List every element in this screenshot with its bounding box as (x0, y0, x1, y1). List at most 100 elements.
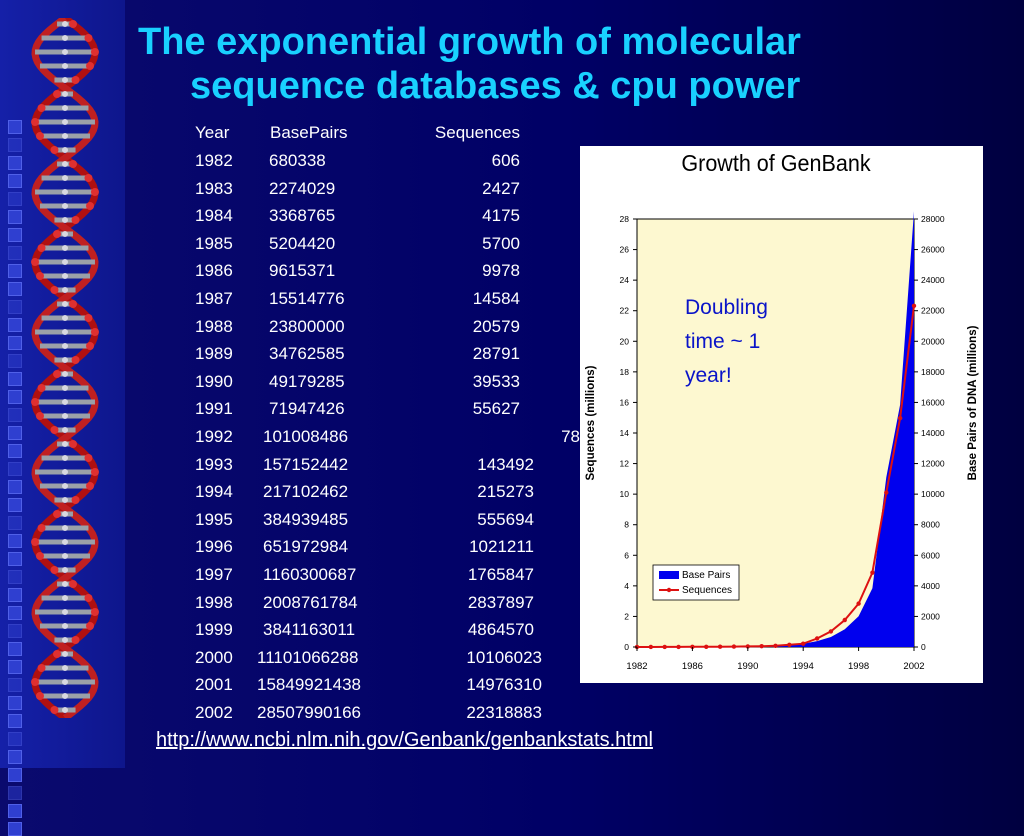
title-line-2: sequence databases & cpu power (190, 65, 801, 107)
dna-atom (86, 622, 95, 630)
decorative-square (8, 426, 22, 440)
dna-atom (90, 468, 99, 476)
sequences-point (773, 643, 778, 648)
cell-basepairs: 1160300687 (263, 565, 357, 584)
cell-basepairs: 3368765 (269, 206, 336, 226)
legend-swatch-base-pairs (659, 571, 679, 579)
legend-box (652, 564, 740, 601)
dna-atom (62, 301, 68, 307)
dna-atom (62, 161, 68, 167)
dna-atom (68, 160, 77, 168)
dna-atom (62, 245, 68, 251)
dna-atom (53, 510, 62, 518)
dna-atom (50, 706, 59, 714)
table-row: 1983 2274029 2427 (0, 177, 580, 201)
right-tick-label: 26000 (921, 245, 945, 255)
cell-basepairs: 3841163011 (263, 620, 356, 640)
cell-basepairs: 651972984 (263, 537, 349, 557)
decorative-square (8, 462, 22, 476)
source-url-link[interactable]: http://www.ncbi.nlm.nih.gov/Genbank/genb… (156, 729, 653, 751)
dna-atom (68, 580, 77, 588)
dna-atom (84, 314, 93, 322)
dna-atom (50, 566, 59, 574)
header-sequences: Sequences (434, 123, 520, 142)
cell-sequences: 55627 (472, 399, 520, 419)
decorative-square (8, 174, 22, 188)
dna-atom (90, 608, 99, 616)
dna-atom (62, 553, 68, 559)
cell-basepairs: 11101066288 (257, 647, 359, 667)
table-row: 2000 11101066288 10106023 (0, 646, 580, 670)
dna-atom (62, 329, 68, 335)
dna-atom (62, 511, 68, 517)
decorative-square (8, 120, 22, 134)
decorative-square (8, 768, 22, 782)
decorative-square (8, 336, 22, 350)
sequences-point (801, 641, 806, 646)
dna-atom (62, 343, 68, 349)
chart-svg: Growth of GenBank02468101214161820222426… (585, 151, 979, 672)
decorative-square (8, 192, 22, 206)
cell-year: 1999 (195, 620, 233, 640)
dna-atom (62, 105, 68, 111)
cell-basepairs: 34762585 (269, 344, 345, 364)
decorative-square (8, 318, 22, 332)
dna-atom (84, 34, 93, 42)
dna-atom (62, 679, 68, 685)
header-year: Year (195, 123, 230, 142)
cell-year: 1995 (195, 509, 233, 529)
sequences-point (842, 617, 847, 623)
x-tick-label: 1994 (793, 661, 814, 672)
dna-atom (62, 63, 68, 69)
dna-atom (53, 230, 62, 238)
dna-atom (37, 664, 46, 672)
dna-atom (62, 525, 68, 531)
decorative-square (8, 570, 22, 584)
cell-basepairs: 157152442 (263, 454, 349, 474)
dna-atom (62, 483, 68, 489)
cell-sequences: 606 (491, 151, 520, 170)
cell-sequences: 215273 (477, 482, 534, 502)
cell-year: 1998 (195, 592, 233, 612)
dna-atom (62, 539, 68, 545)
decorative-square (8, 678, 22, 692)
decorative-square (8, 408, 22, 422)
table-row: 2001 15849921438 14976310 (0, 673, 580, 697)
decorative-square (8, 786, 22, 800)
left-tick-label: 18 (620, 367, 630, 377)
dna-atom (62, 623, 68, 629)
cell-year: 1990 (195, 371, 233, 391)
table-row: 1999 3841163011 4864570 (0, 618, 580, 642)
dna-atom (62, 595, 68, 601)
cell-year: 1986 (195, 261, 233, 281)
dna-atom (62, 707, 68, 713)
decorative-square (8, 156, 22, 170)
dna-atom (62, 637, 68, 643)
dna-atom (86, 482, 95, 490)
cell-year: 1993 (195, 454, 233, 474)
table-row: 1994 217102462 215273 (0, 480, 580, 504)
dna-atom (62, 91, 68, 97)
dna-atom (31, 258, 40, 266)
dna-atom (84, 174, 93, 182)
cell-basepairs: 680338 (269, 151, 326, 170)
decorative-square (8, 264, 22, 278)
cell-sequences: 1765847 (467, 565, 534, 584)
decorative-square (8, 732, 22, 746)
cell-sequences: 78 (561, 427, 580, 446)
x-tick-label: 2002 (903, 661, 924, 672)
cell-year: 1984 (195, 206, 233, 226)
decorative-square (8, 606, 22, 620)
dna-atom (62, 231, 68, 237)
decorative-square (8, 390, 22, 404)
sequences-point (704, 644, 709, 649)
dna-strand-2 (31, 18, 99, 718)
decorative-square (8, 210, 22, 224)
dna-atom (84, 454, 93, 462)
dna-atom (37, 104, 46, 112)
sequences-point (856, 601, 861, 606)
cell-year: 1991 (195, 399, 233, 419)
sequences-point (676, 644, 681, 650)
dna-atom (62, 259, 68, 265)
cell-sequences: 5700 (482, 233, 520, 253)
